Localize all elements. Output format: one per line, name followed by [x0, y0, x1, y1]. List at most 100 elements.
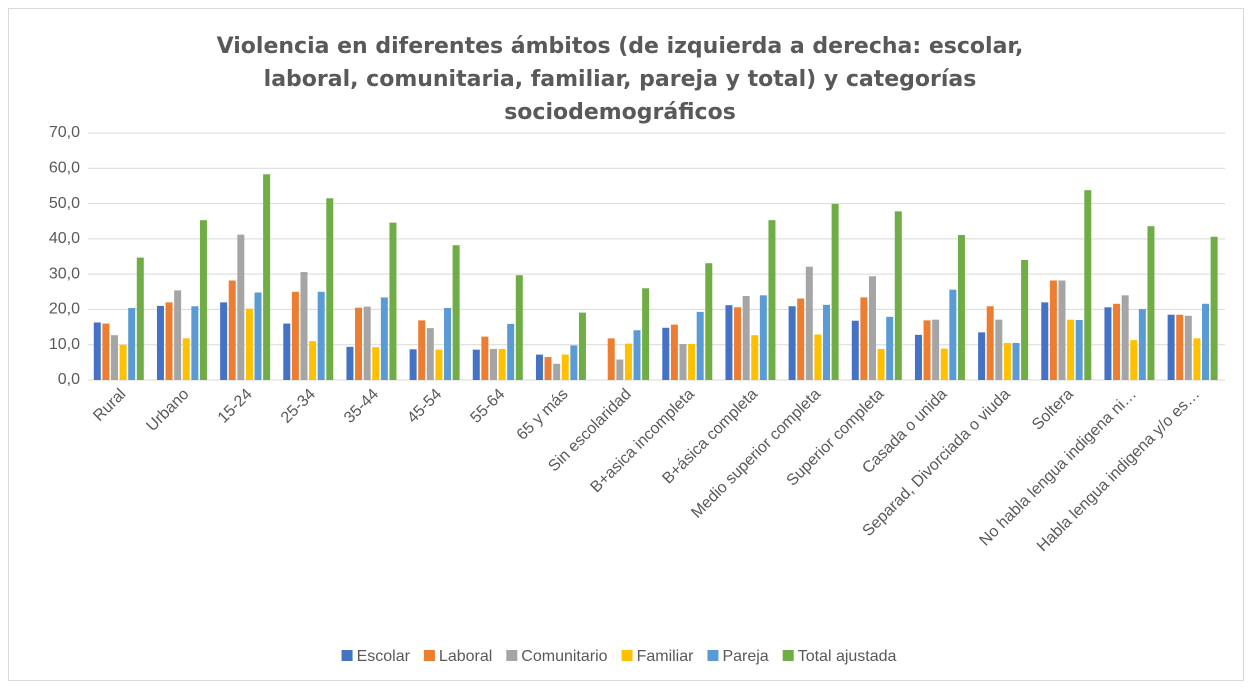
bar [1067, 319, 1075, 380]
y-tick-label: 30,0 [49, 265, 80, 282]
legend-swatch [707, 650, 719, 661]
bar [561, 354, 569, 380]
bar [380, 297, 388, 380]
bar [389, 222, 397, 380]
bar [860, 297, 868, 380]
bar [607, 338, 615, 380]
y-tick-label: 0,0 [58, 371, 80, 388]
y-tick-label: 60,0 [49, 160, 80, 177]
bar [119, 344, 127, 380]
bar [949, 289, 957, 380]
bar [544, 357, 552, 380]
bar [263, 174, 271, 380]
bar [1167, 314, 1175, 380]
bar [986, 306, 994, 380]
bar [507, 323, 515, 380]
y-tick-label: 50,0 [49, 195, 80, 212]
bar [93, 322, 101, 380]
bar [1121, 295, 1129, 380]
bar [805, 266, 813, 380]
bar [788, 306, 796, 380]
bar [1075, 320, 1083, 380]
bar [734, 307, 742, 380]
bar [759, 295, 767, 380]
bar [426, 328, 434, 380]
bar [670, 324, 678, 380]
bar [914, 334, 922, 380]
bar [894, 211, 902, 380]
bar [1104, 307, 1112, 380]
bar [662, 327, 670, 380]
bar [472, 349, 480, 380]
bar [317, 291, 325, 380]
bar [228, 280, 236, 380]
y-tick-label: 20,0 [49, 301, 80, 318]
bar [886, 316, 894, 380]
bar [283, 323, 291, 380]
legend-label: Total ajustada [798, 648, 897, 665]
bar [570, 345, 578, 380]
legend-label: Escolar [357, 648, 411, 665]
bar [346, 346, 354, 380]
bar [1184, 315, 1192, 380]
bar [679, 344, 687, 380]
legend-swatch [423, 650, 435, 661]
bar [363, 306, 371, 380]
bar [797, 298, 805, 380]
bar [851, 320, 859, 380]
bar [1130, 340, 1138, 380]
bar [1012, 342, 1020, 380]
bar [156, 305, 164, 380]
legend-label: Familiar [637, 648, 695, 665]
bar [191, 306, 199, 380]
bar [1147, 226, 1155, 380]
bar [624, 343, 632, 380]
bar [940, 348, 948, 380]
bar [136, 257, 144, 380]
bar [1210, 236, 1218, 380]
y-tick-label: 10,0 [49, 336, 80, 353]
bar [578, 312, 586, 380]
bar [435, 349, 443, 380]
bar [1084, 190, 1092, 380]
bar [355, 307, 363, 380]
bar [1041, 302, 1049, 380]
bar [633, 330, 641, 380]
bar [309, 341, 317, 380]
bar [182, 338, 190, 380]
bar [165, 302, 173, 380]
bar [1058, 280, 1066, 380]
bar [823, 304, 831, 380]
bar [995, 319, 1003, 380]
bar [978, 332, 986, 380]
bar [254, 292, 262, 380]
y-tick-label: 70,0 [49, 124, 80, 141]
bar [1176, 314, 1184, 380]
bar [220, 302, 228, 380]
legend-swatch [782, 650, 794, 661]
bar [642, 288, 650, 380]
bar [616, 359, 624, 380]
bar [751, 335, 759, 380]
bar [868, 276, 876, 380]
bar [300, 272, 308, 380]
bar [326, 198, 334, 380]
bar [877, 348, 885, 380]
bar [696, 311, 704, 380]
bar [291, 291, 299, 380]
bar [199, 220, 207, 380]
bar [102, 323, 110, 380]
bar [831, 203, 839, 380]
bar [1138, 309, 1146, 380]
bar [128, 308, 136, 380]
bar [174, 290, 182, 380]
bar [418, 320, 426, 380]
legend-label: Laboral [439, 648, 492, 665]
bar [1113, 303, 1121, 380]
bar [1021, 260, 1029, 380]
bar [957, 234, 965, 380]
chart-title: Violencia en diferentes ámbitos (de izqu… [216, 34, 1024, 125]
bar [409, 349, 417, 380]
